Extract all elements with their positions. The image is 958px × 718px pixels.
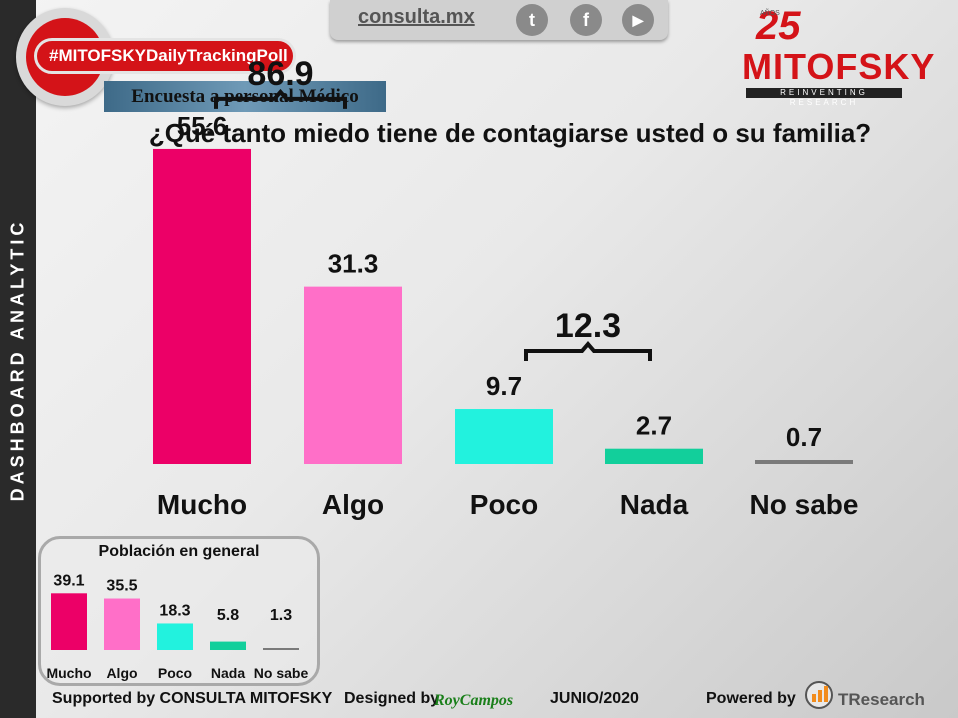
mini-category-label: No sabe — [254, 665, 309, 681]
logo-years: 25 — [756, 4, 801, 48]
survey-label: Encuesta a personal Médico — [104, 81, 386, 112]
footer-supported: Supported by CONSULTA MITOFSKY — [52, 690, 333, 707]
sum-bracket — [524, 340, 652, 362]
category-label: Poco — [470, 489, 538, 520]
mini-bar-value-label: 35.5 — [106, 578, 137, 595]
bar-value-label: 31.3 — [328, 249, 379, 279]
mini-category-label: Mucho — [46, 665, 91, 681]
category-label: Nada — [620, 489, 689, 520]
mini-bar-poco — [157, 623, 193, 650]
sum-bracket-label: 12.3 — [555, 307, 621, 345]
bar-poco — [455, 409, 553, 464]
bar-nada — [605, 448, 703, 464]
mini-category-label: Algo — [106, 665, 137, 681]
logo-tagline: REINVENTING RESEARCH — [746, 88, 902, 107]
bar-mucho — [153, 148, 251, 464]
bar-no-sabe — [755, 460, 853, 464]
category-label: Algo — [322, 489, 384, 520]
bar-value-label: 55.6 — [177, 111, 228, 141]
mini-bar-mucho — [51, 593, 87, 650]
mini-bar-no-sabe — [263, 648, 299, 650]
mini-bar-algo — [104, 598, 140, 650]
tresearch-logo-icon — [805, 681, 833, 709]
mini-bar-value-label: 18.3 — [159, 602, 190, 619]
bar-value-label: 0.7 — [786, 422, 822, 452]
footer-date: JUNIO/2020 — [550, 690, 639, 707]
sidebar: DASHBOARD ANALYTIC — [0, 0, 36, 718]
logo-anios: AÑOS — [760, 10, 780, 17]
logo-brand: MITOFSKY — [742, 46, 936, 87]
general-population-title: Población en general — [98, 543, 260, 560]
top-bar: consulta.mx t f ▶ — [330, 0, 668, 40]
mini-bar-value-label: 1.3 — [270, 607, 292, 624]
mini-category-label: Poco — [158, 665, 192, 681]
footer-designed: Designed by — [344, 690, 440, 707]
sum-bracket — [214, 88, 347, 109]
footer-powered-brand: TResearch — [838, 690, 925, 709]
mini-bar-value-label: 5.8 — [217, 607, 239, 624]
bar-algo — [304, 286, 402, 464]
mini-bar-value-label: 39.1 — [53, 572, 84, 589]
twitter-icon[interactable]: t — [516, 4, 548, 36]
chart-title: ¿Qué tanto miedo tiene de contagiarse us… — [148, 118, 872, 148]
bar-value-label: 2.7 — [636, 411, 672, 441]
youtube-icon[interactable]: ▶ — [622, 4, 654, 36]
footer-designer-signature: RoyCampos — [434, 692, 514, 709]
mini-category-label: Nada — [211, 665, 245, 681]
category-label: Mucho — [157, 489, 247, 520]
mini-bar-nada — [210, 641, 246, 650]
footer-powered: Powered by — [706, 690, 796, 707]
hashtag-badge: #MITOFSKYDailyTrackingPoll — [12, 8, 302, 106]
facebook-icon[interactable]: f — [570, 4, 602, 36]
sum-bracket-label: 86.9 — [247, 55, 313, 93]
site-link[interactable]: consulta.mx — [358, 6, 475, 28]
mitofsky-logo: 25 AÑOS MITOFSKY REINVENTING RESEARCH — [738, 4, 934, 107]
bar-value-label: 9.7 — [486, 371, 522, 401]
category-label: No sabe — [750, 489, 859, 520]
hashtag-label: #MITOFSKYDailyTrackingPoll — [34, 38, 296, 74]
